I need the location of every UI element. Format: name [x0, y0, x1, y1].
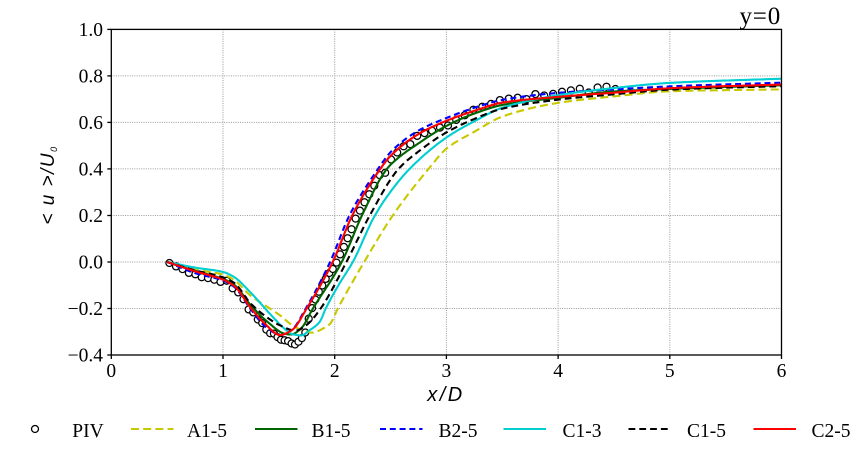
- svg-text:3: 3: [442, 361, 452, 382]
- svg-text:1: 1: [218, 361, 228, 382]
- svg-text:6: 6: [777, 361, 787, 382]
- svg-text:1.0: 1.0: [79, 20, 103, 41]
- svg-text:5: 5: [665, 361, 675, 382]
- svg-text:x/D: x/D: [426, 384, 465, 406]
- svg-text:A1-5: A1-5: [187, 421, 227, 442]
- svg-text:0: 0: [106, 361, 116, 382]
- svg-text:0.8: 0.8: [79, 66, 103, 87]
- svg-text:2: 2: [330, 361, 340, 382]
- svg-text:C2-5: C2-5: [812, 421, 851, 442]
- svg-text:−0.4: −0.4: [68, 346, 104, 367]
- svg-text:PIV: PIV: [72, 421, 103, 442]
- svg-text:C1-5: C1-5: [687, 421, 726, 442]
- svg-text:0.0: 0.0: [79, 253, 103, 274]
- svg-text:< u >/U0: < u >/U0: [38, 145, 59, 224]
- svg-text:C1-3: C1-3: [563, 421, 602, 442]
- svg-text:4: 4: [553, 361, 563, 382]
- svg-text:0.2: 0.2: [79, 206, 103, 227]
- svg-text:0.4: 0.4: [79, 159, 104, 180]
- svg-text:−0.2: −0.2: [68, 299, 103, 320]
- svg-text:B2-5: B2-5: [439, 421, 478, 442]
- svg-text:B1-5: B1-5: [312, 421, 351, 442]
- svg-text:y=0: y=0: [740, 3, 782, 30]
- svg-text:0.6: 0.6: [79, 113, 104, 134]
